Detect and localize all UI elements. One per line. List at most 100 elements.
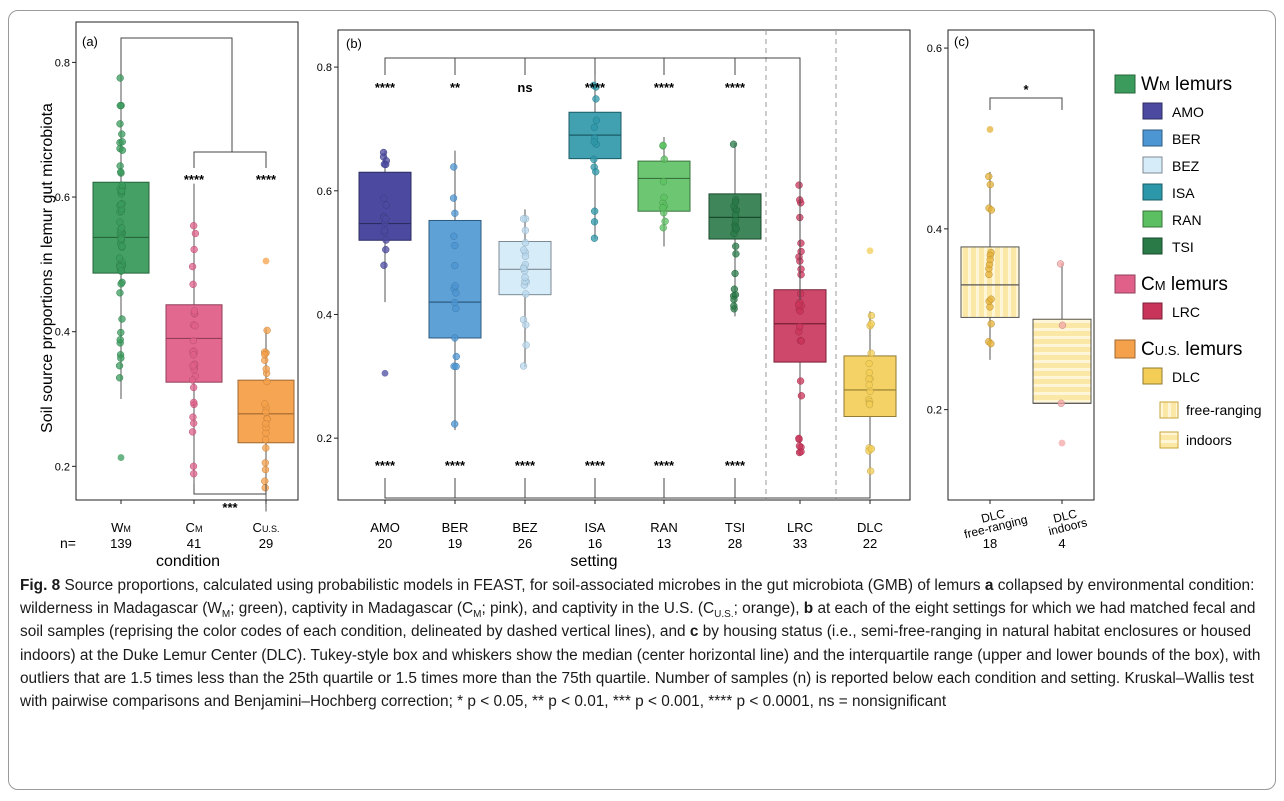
panel-a-box-WM-point [117,235,125,243]
panel-b-box-BER-point [452,352,460,361]
caption-panel-a-ref: a [984,577,994,594]
panel-a-box-WM-point [117,224,126,232]
panel-a-n-CUS: 29 [259,536,273,551]
panel-a-n-CM: 41 [187,536,201,551]
panel-b-bottom-stars-RAN: **** [654,458,675,473]
panel-b-box-TSI [708,140,762,317]
panel-a-box-CUS-point [261,400,269,408]
panel-b-tick-BEZ: BEZ [512,520,537,535]
panel-b-top-stars-BER: ** [450,80,461,95]
legend-item-AMO: AMO [1172,104,1204,120]
panel-b-box-ISA-point [592,95,600,103]
panel-a-y-tick-label: 0.2 [55,461,70,473]
panel-b-box-BER-point [451,209,459,217]
panel-a-y-tick-label: 0.4 [55,327,70,339]
panel-a-box-WM-point [115,374,124,382]
panel-b-box-ISA-point [590,234,599,242]
panel-b-box-LRC [773,177,827,457]
panel-a-box-WM-point [115,362,124,370]
panel-b-box-AMO-point [382,160,390,169]
panel-b-box-BER-point [451,334,459,342]
panel-b-box-RAN-point [660,155,668,163]
panel-b-box-BER-point [451,262,459,270]
panel-a-box-CM-point [189,351,198,359]
panel-a-box-CUS-point [261,477,269,485]
panel-b-box-LRC-point [794,301,803,309]
caption-text-1: Source proportions, calculated using pro… [60,577,985,594]
panel-b-y-tick-label: 0.2 [317,433,332,445]
panel-b-box-DLC-point [867,311,876,320]
panel-a-box-WM-point [117,168,125,176]
panel-a-box-CUS-point [261,484,269,492]
panel-b-box-DLC-point [867,349,875,357]
panel-b-box-LRC-point [795,442,804,450]
panel-b-box-BEZ-point [522,341,530,349]
panel-b-bottom-stars-BER: **** [445,458,466,473]
panel-b-top-stars-TSI: **** [725,80,746,95]
caption-text-6: at each of the eight settings for which … [20,600,1256,641]
panel-b-top-stars-BEZ: ns [517,80,532,95]
panel-c-box-free-point [987,295,995,303]
panel-c-box-free-point [987,340,995,348]
panel-b-box-TSI-point [731,269,739,278]
panel-a-box-CUS-point [261,351,269,359]
panel-b-box-LRC-point [797,290,805,298]
bracket-top-b [384,57,801,300]
panel-c-box-free [960,126,1020,360]
panel-b-n-ISA: 16 [588,536,602,551]
panel-a-box-WM-point [116,289,124,297]
panel-b-top-stars-AMO: **** [375,80,396,95]
panel-b-box-LRC-point [797,392,806,400]
panel-b-box-BEZ-point [521,252,530,260]
panel-b-box-DLC-point [866,467,875,475]
panel-b-box-TSI-point [730,302,738,310]
panel-b-box-AMO-point [382,215,390,223]
panel-c-box-free-point [985,172,993,181]
panel-b-bottom-stars-AMO: **** [375,458,396,473]
legend-item-BER: BER [1172,131,1201,147]
panel-b-box-BER-point [450,163,458,171]
panel-b-box-TSI-point [731,198,740,206]
panel-c-box-indoors-point [1057,399,1065,407]
panel-b-brackets [384,57,871,499]
panel-b-frame [337,29,911,501]
panel-b-box-BEZ-point [519,264,528,273]
panel-b-box-DLC-point [865,381,873,389]
x-axis-label-condition: condition [156,553,220,570]
panel-c-box-free-point [986,180,994,189]
stars-bottom: *** [222,500,238,515]
stars-c: * [1023,82,1029,97]
panel-c-label: (c) [954,34,969,49]
legend-swatch-WM [1114,74,1136,94]
panel-b-box-TSI-point [732,242,740,250]
panel-b-box-BEZ-point [521,238,530,247]
panel-a-box-WM-point [118,130,126,138]
panel-b-box-AMO [358,148,412,377]
panel-b-box-TSI-point [731,217,740,225]
legend-swatch-CUS [1114,339,1136,359]
panel-a-box-CM-point [189,376,197,384]
panel-a-box-CM-point [191,229,200,238]
panel-b-box-AMO-point [380,226,389,234]
panel-b-tick-RAN: RAN [650,520,677,535]
panel-a-frame [75,21,299,501]
panel-c-n-free: 18 [983,536,997,551]
panel-a-box-WM-point [118,315,126,323]
panel-a-box-WM [92,62,150,461]
caption-fig-label: Fig. 8 [20,577,61,594]
panel-b-n-BEZ: 26 [518,536,532,551]
panel-b-box-DLC-outlier [866,247,874,255]
panel-a-box-WM-point [116,336,124,344]
panel-b-tick-AMO: AMO [370,520,400,535]
panel-b: (b) 0.20.40.60.8AMO20********BER19******… [317,29,911,551]
legend-swatch-BEZ [1142,156,1163,174]
legend-group-label-CUS: CU.S. lemurs [1141,339,1242,360]
bracket-top [120,37,233,152]
panel-b-box-RAN-point [659,178,668,186]
legend-swatch-AMO [1142,102,1163,120]
panel-b-box-BER [428,150,482,431]
panel-c: (c) 0.20.40.6DLCfree-ranging18DLCindoors… [927,29,1095,551]
panel-a-box-CUS-point [261,435,270,444]
panel-b-box-DLC-point [865,359,873,368]
legend-swatch-ISA [1142,183,1163,201]
